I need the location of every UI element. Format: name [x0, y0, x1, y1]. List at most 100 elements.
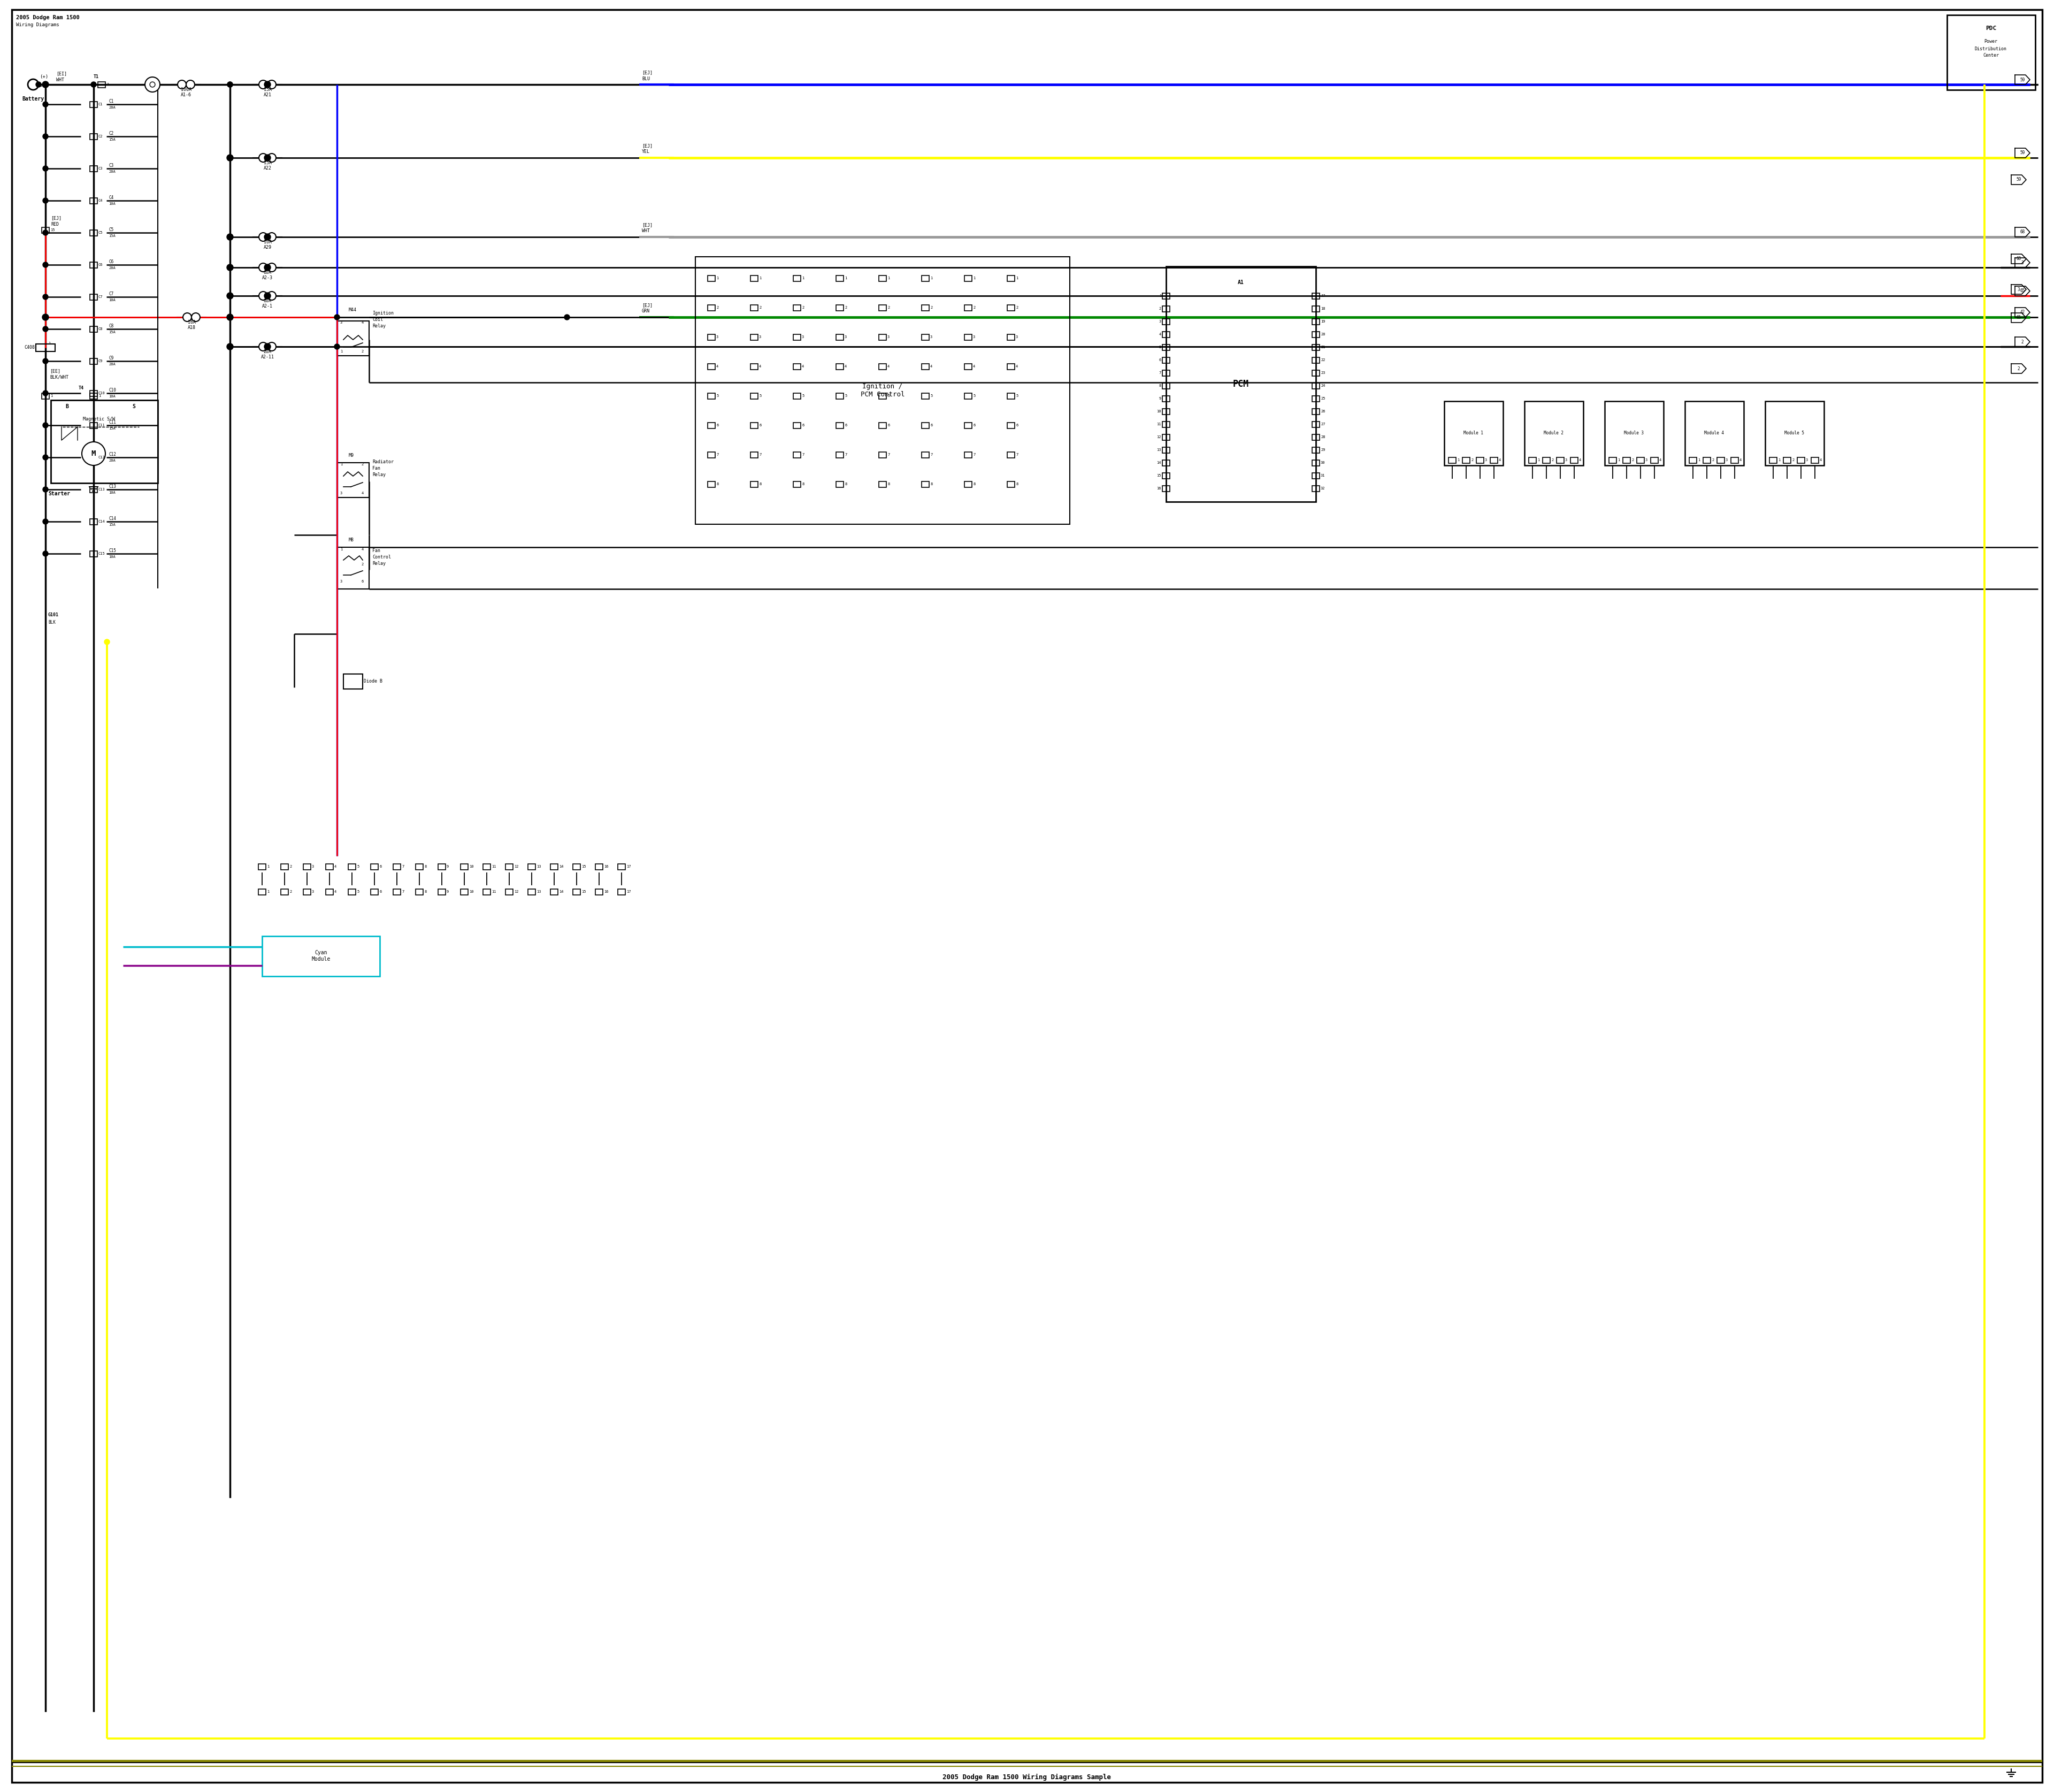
Bar: [879, 423, 887, 428]
Bar: [618, 864, 624, 869]
Text: 1: 1: [1699, 459, 1701, 462]
Text: Power: Power: [1984, 39, 1999, 45]
Bar: [836, 333, 844, 340]
Bar: [879, 452, 887, 457]
Text: 1: 1: [341, 349, 343, 353]
Circle shape: [43, 167, 47, 172]
Text: 65: 65: [2019, 289, 2025, 294]
Text: 4: 4: [717, 366, 719, 367]
Bar: [793, 276, 801, 281]
Text: 5: 5: [717, 394, 719, 398]
Text: 1: 1: [341, 462, 343, 466]
Text: 5: 5: [930, 394, 933, 398]
Text: 8: 8: [887, 482, 889, 486]
Text: 15A: 15A: [109, 138, 115, 142]
Text: 3: 3: [1725, 459, 1727, 462]
Circle shape: [29, 79, 39, 90]
Text: 4: 4: [801, 366, 803, 367]
Text: C3: C3: [99, 167, 103, 170]
Text: 5: 5: [1158, 346, 1161, 349]
Bar: [1163, 344, 1171, 349]
Text: C10: C10: [109, 387, 115, 392]
Bar: [1313, 344, 1319, 349]
Text: 4: 4: [930, 366, 933, 367]
Circle shape: [267, 233, 275, 242]
Bar: [90, 486, 97, 493]
Text: 6: 6: [362, 581, 364, 582]
Text: 20A: 20A: [109, 170, 115, 174]
Bar: [1313, 292, 1319, 299]
Text: 10: 10: [1156, 410, 1161, 412]
Bar: [460, 889, 468, 894]
Bar: [1006, 423, 1015, 428]
Text: 3: 3: [1485, 459, 1487, 462]
Bar: [1637, 457, 1645, 462]
Bar: [965, 423, 972, 428]
Text: 1: 1: [39, 82, 43, 88]
Text: 12: 12: [1156, 435, 1161, 439]
Bar: [965, 333, 972, 340]
Text: 2: 2: [974, 306, 976, 310]
Circle shape: [259, 154, 267, 161]
Bar: [370, 864, 378, 869]
Bar: [1163, 421, 1171, 426]
Bar: [1006, 482, 1015, 487]
Text: Module 4: Module 4: [1705, 430, 1723, 435]
Text: 3: 3: [341, 581, 343, 582]
Bar: [1167, 267, 1317, 502]
Text: C5: C5: [99, 231, 103, 235]
Bar: [922, 452, 928, 457]
Text: [EE]: [EE]: [49, 369, 60, 375]
Text: C11: C11: [99, 423, 105, 426]
Circle shape: [43, 102, 47, 108]
Text: Magnetic S/W: Magnetic S/W: [82, 416, 115, 421]
Text: 5: 5: [357, 891, 359, 894]
Circle shape: [228, 265, 232, 271]
Bar: [750, 276, 758, 281]
Text: 3: 3: [801, 335, 803, 339]
Text: 11: 11: [1156, 423, 1161, 426]
Bar: [1313, 319, 1319, 324]
Text: 4: 4: [1660, 459, 1662, 462]
Bar: [90, 229, 97, 235]
Bar: [483, 864, 491, 869]
Text: 3: 3: [930, 335, 933, 339]
Text: A22: A22: [263, 167, 271, 170]
Text: 2: 2: [2017, 366, 2019, 371]
Text: C8: C8: [109, 323, 113, 328]
Circle shape: [265, 233, 271, 240]
Text: 4: 4: [362, 548, 364, 550]
Text: 7: 7: [403, 866, 405, 867]
Bar: [922, 423, 928, 428]
Text: 4: 4: [974, 366, 976, 367]
Text: 5: 5: [760, 394, 762, 398]
Text: 3: 3: [887, 335, 889, 339]
Text: 1: 1: [974, 276, 976, 280]
Text: 17: 17: [626, 891, 631, 894]
Text: 6: 6: [887, 423, 889, 426]
Bar: [573, 864, 581, 869]
Circle shape: [228, 235, 232, 240]
Bar: [1684, 401, 1744, 466]
Text: Diode B: Diode B: [364, 679, 382, 685]
Bar: [709, 423, 715, 428]
Text: 2: 2: [290, 866, 292, 867]
Text: 4: 4: [760, 366, 762, 367]
Text: 29: 29: [1321, 448, 1325, 452]
Text: A1: A1: [1239, 280, 1245, 285]
Text: 7: 7: [887, 453, 889, 457]
Bar: [1313, 434, 1319, 441]
Text: 31: 31: [1321, 473, 1325, 477]
Text: 8: 8: [1158, 383, 1161, 387]
Text: 6: 6: [717, 423, 719, 426]
Text: 20A: 20A: [263, 349, 271, 355]
Text: [EJ]: [EJ]: [51, 215, 62, 220]
Bar: [922, 364, 928, 369]
Bar: [836, 452, 844, 457]
Text: 3: 3: [717, 335, 719, 339]
Bar: [1313, 473, 1319, 478]
Text: 1: 1: [1779, 459, 1781, 462]
Bar: [1732, 457, 1738, 462]
Bar: [1764, 401, 1824, 466]
Bar: [505, 864, 514, 869]
